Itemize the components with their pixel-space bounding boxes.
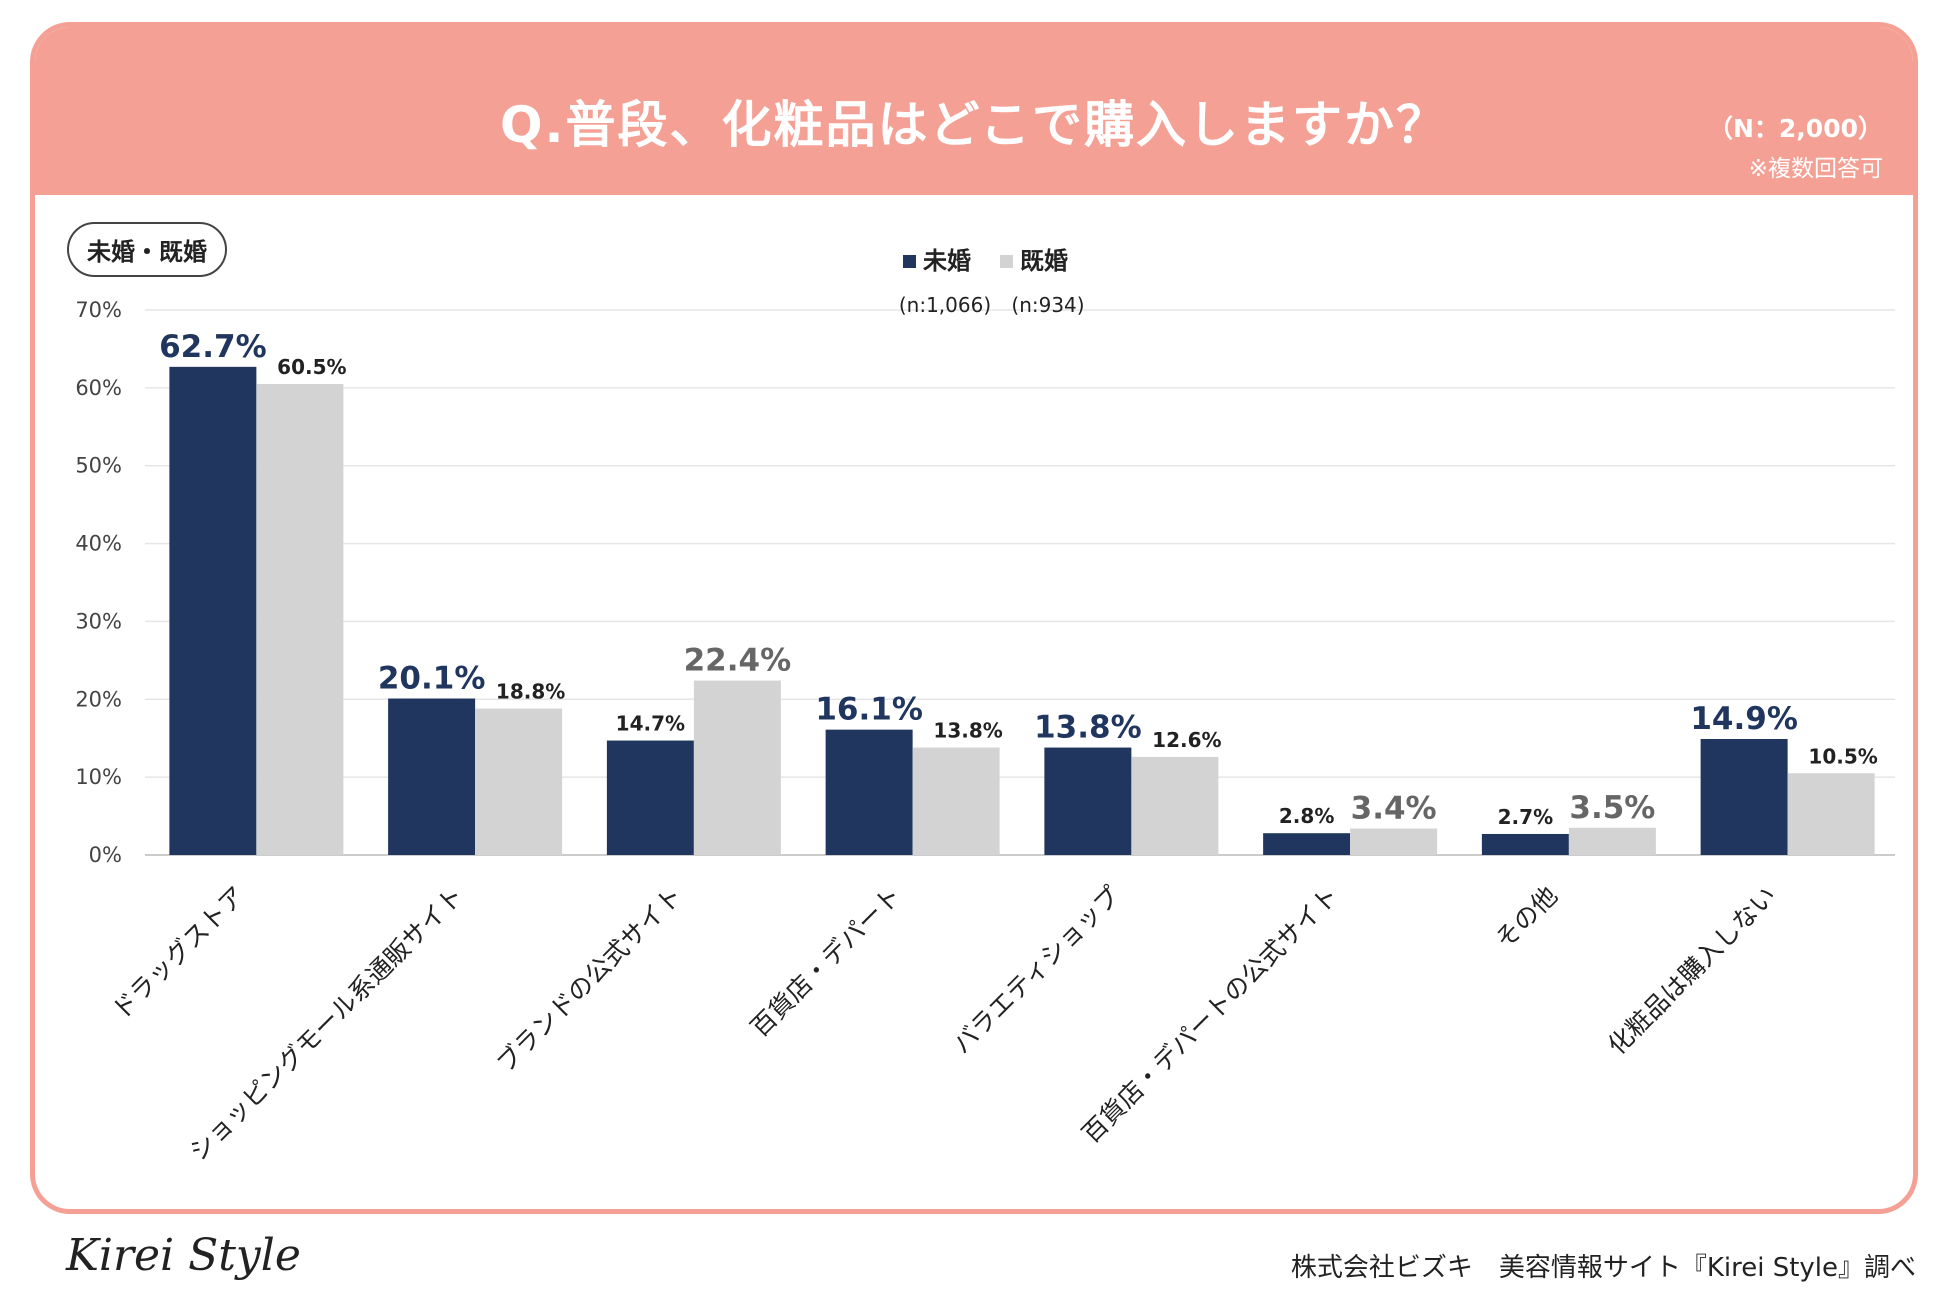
legend-swatch-married xyxy=(1000,255,1013,268)
data-label-unmarried: 20.1% xyxy=(378,661,486,697)
y-tick-label: 30% xyxy=(75,609,122,633)
bar-married xyxy=(1350,828,1438,855)
chart-title: Q.普段、化粧品はどこで購入しますか？ xyxy=(500,96,1448,154)
data-label-unmarried: 2.8% xyxy=(1279,804,1334,828)
bar-unmarried xyxy=(1700,738,1788,855)
sample-size: （N：2,000） xyxy=(1707,114,1883,143)
data-label-unmarried: 2.7% xyxy=(1498,805,1553,829)
category-label: ドラッグストア xyxy=(106,881,250,1025)
y-tick-label: 70% xyxy=(75,298,122,322)
data-label-unmarried: 16.1% xyxy=(815,692,923,728)
category-label: バラエティショップ xyxy=(947,881,1126,1060)
header-band: Q.普段、化粧品はどこで購入しますか？ （N：2,000） ※複数回答可 xyxy=(35,27,1913,195)
bar-unmarried xyxy=(388,698,476,855)
bar-married xyxy=(256,383,344,855)
data-label-married: 22.4% xyxy=(684,643,792,679)
legend-n-unmarried: (n:1,066) xyxy=(899,293,991,317)
y-tick-label: 10% xyxy=(75,765,122,789)
legend-label-unmarried: 未婚 xyxy=(923,247,971,275)
category-label: ブランドの公式サイト xyxy=(491,881,688,1078)
y-tick-label: 20% xyxy=(75,687,122,711)
kirei-style-logo: Kirei Style xyxy=(66,1230,301,1281)
category-label: 百貨店・デパート xyxy=(745,881,907,1043)
legend-n-married: (n:934) xyxy=(1011,293,1084,317)
bar-unmarried xyxy=(1263,833,1351,855)
data-label-married: 12.6% xyxy=(1152,728,1221,752)
bar-married xyxy=(1568,827,1656,855)
bar-unmarried xyxy=(1044,747,1132,855)
data-label-unmarried: 13.8% xyxy=(1034,710,1142,746)
data-label-married: 60.5% xyxy=(277,355,346,379)
bar-married xyxy=(1787,773,1875,855)
y-tick-label: 50% xyxy=(75,454,122,478)
y-tick-label: 60% xyxy=(75,376,122,400)
data-label-married: 18.8% xyxy=(496,680,565,704)
bar-married xyxy=(693,680,781,855)
bar-married xyxy=(912,747,1000,855)
data-label-married: 3.5% xyxy=(1569,790,1655,826)
bar-unmarried xyxy=(825,729,913,855)
category-label: 百貨店・デパートの公式サイト xyxy=(1076,881,1344,1149)
y-tick-label: 40% xyxy=(75,532,122,556)
bar-married xyxy=(475,708,563,855)
data-label-married: 10.5% xyxy=(1808,744,1877,768)
data-label-unmarried: 14.7% xyxy=(616,712,685,736)
legend-swatch-unmarried xyxy=(903,255,916,268)
category-label: 化粧品は購入しない xyxy=(1602,881,1782,1061)
category-label: その他 xyxy=(1490,881,1564,955)
source-credit: 株式会社ビズキ 美容情報サイト『Kirei Style』調べ xyxy=(1290,1253,1916,1283)
data-label-unmarried: 14.9% xyxy=(1690,701,1798,737)
bar-unmarried xyxy=(169,366,257,855)
chart-card: Q.普段、化粧品はどこで購入しますか？ （N：2,000） ※複数回答可 未婚・… xyxy=(30,22,1918,1214)
y-tick-label: 0% xyxy=(89,843,122,867)
legend-label-married: 既婚 xyxy=(1020,247,1068,275)
data-label-married: 13.8% xyxy=(933,719,1002,743)
data-label-married: 3.4% xyxy=(1351,791,1437,827)
data-label-unmarried: 62.7% xyxy=(159,329,267,365)
bar-married xyxy=(1131,756,1219,855)
bar-unmarried xyxy=(1481,833,1569,855)
segment-label: 未婚・既婚 xyxy=(67,222,227,277)
multiple-answer-note: ※複数回答可 xyxy=(1748,156,1883,182)
bar-unmarried xyxy=(606,740,694,855)
